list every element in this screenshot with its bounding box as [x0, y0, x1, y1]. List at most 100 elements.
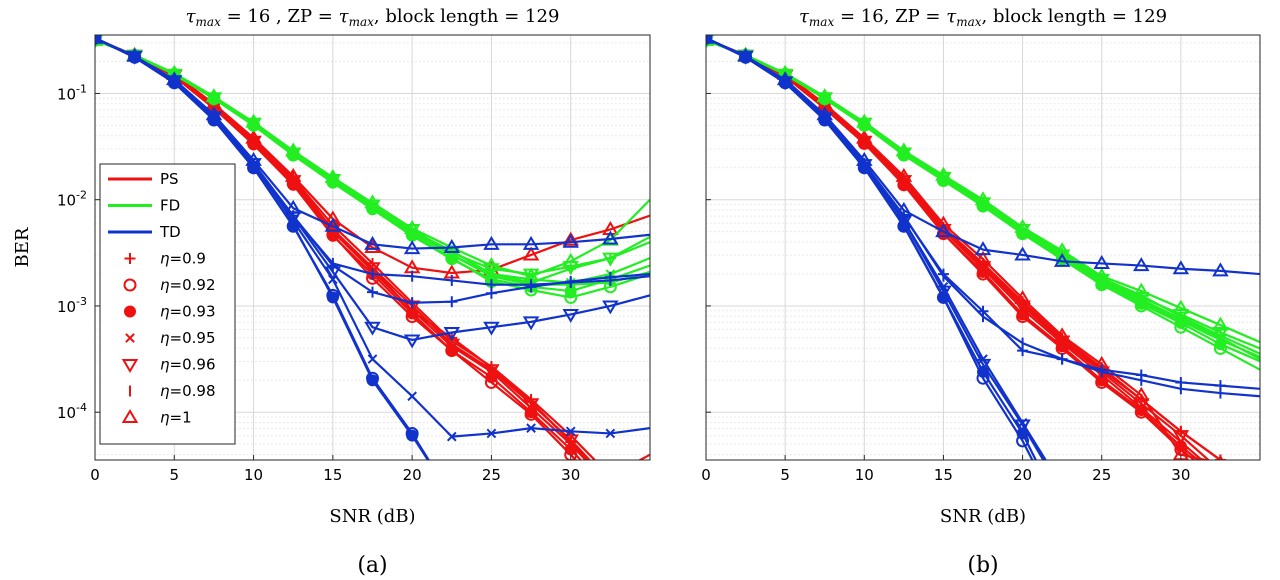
data-point-fd-1	[1172, 299, 1190, 314]
panel-label: (b)	[967, 553, 998, 578]
series-line-ps-1	[706, 38, 1211, 460]
data-point-td-1	[737, 47, 754, 62]
data-point-fd-1	[284, 142, 302, 157]
y-tick-label: 10-4	[57, 401, 87, 422]
data-point-ps-1	[522, 246, 540, 261]
data-point-td-0-95	[486, 428, 497, 439]
series-line-fd-1	[706, 39, 1260, 344]
data-point-td-0-96	[483, 321, 500, 336]
legend-marker-dot	[124, 305, 136, 318]
data-point-td-1	[205, 106, 223, 121]
data-point-td-0-96	[522, 316, 540, 331]
data-point-fd-1	[403, 219, 421, 234]
legend-label: FD	[160, 197, 180, 215]
x-tick-label: 0	[90, 466, 100, 484]
data-point-td-1	[1053, 252, 1071, 267]
data-point-td-1	[1133, 257, 1150, 272]
data-point-fd-1	[483, 257, 500, 272]
data-point-fd-1	[856, 113, 873, 128]
axes-frame	[94, 34, 651, 461]
data-point-td-1	[522, 235, 540, 250]
data-point-td-1	[364, 235, 381, 250]
data-point-ps-1	[1133, 386, 1150, 401]
legend: PS FD TD η=0.9 η=0.92 η=0.93 η=0.95 η=0.96 η=0.9…	[99, 163, 236, 445]
data-point-td-0-96	[602, 300, 619, 315]
data-point-td-0-93	[366, 374, 379, 387]
legend-label: η=0.93	[160, 303, 215, 321]
legend-label: η=0.96	[160, 356, 215, 374]
data-point-fd-0-96	[1212, 327, 1229, 341]
data-point-td-1	[602, 230, 619, 245]
legend-label: η=0.9	[160, 250, 206, 268]
series-line-fd-1	[95, 39, 650, 278]
data-point-td-1	[706, 35, 715, 44]
x-tick-label: 5	[780, 466, 790, 484]
x-tick-label: 25	[482, 466, 501, 484]
chart-title: τmax = 16 , ZP = τmax, block length = 12…	[186, 6, 560, 29]
legend-label: η=0.98	[160, 382, 215, 400]
data-point-td-1	[166, 71, 183, 86]
data-point-fd-0-96	[1133, 291, 1150, 306]
series-line-td-1	[706, 37, 1260, 276]
legend-label: TD	[159, 223, 181, 241]
data-point-ps-1	[245, 129, 262, 144]
series-line-td-1	[95, 37, 650, 250]
x-tick-label: 20	[1013, 466, 1032, 484]
data-point-td-1	[856, 151, 873, 166]
legend-label: PS	[160, 170, 179, 188]
data-point-td-1	[284, 199, 302, 214]
data-point-fd-1	[324, 168, 342, 183]
data-point-td-1	[443, 239, 461, 253]
x-tick-label: 5	[170, 466, 180, 484]
data-point-td-1	[1093, 254, 1110, 269]
legend-marker-plus	[124, 253, 136, 264]
data-point-td-1	[95, 35, 104, 44]
data-point-td-0-96	[974, 358, 992, 373]
x-tick-label: 15	[934, 466, 953, 484]
data-point-ps-1	[1053, 327, 1071, 342]
data-point-td-0-96	[935, 285, 952, 300]
series-line-ps-1	[95, 38, 650, 275]
data-point-td-0-93	[326, 291, 339, 304]
x-tick-label: 30	[561, 466, 580, 484]
data-point-fd-1	[974, 191, 992, 206]
series-group	[706, 35, 1260, 460]
data-point-td-0-9	[367, 286, 378, 298]
legend-marker-x	[125, 333, 135, 343]
plot-area	[706, 35, 1260, 460]
data-point-td-1	[245, 151, 262, 166]
chart-panel-b: 0 5 10 15 20 25 30 SNR (dB) τmax = 16, ZP = τmax…	[701, 6, 1261, 578]
data-point-td-0-96	[443, 327, 461, 341]
data-point-fd-1	[562, 252, 579, 267]
data-point-td-0-9	[406, 297, 418, 309]
data-point-fd-1	[1212, 316, 1229, 331]
data-point-ps-1	[1014, 290, 1031, 304]
panel-label: (a)	[357, 553, 387, 578]
data-point-ps-1	[856, 129, 873, 144]
data-point-fd-1	[816, 88, 833, 103]
data-point-td-1	[816, 106, 833, 121]
data-point-td-0-95	[605, 428, 616, 439]
data-point-ps-1	[974, 250, 992, 265]
x-tick-label: 25	[1092, 466, 1111, 484]
data-point-fd-1	[1093, 267, 1110, 282]
legend-marker-triangle-up	[121, 409, 139, 423]
data-point-td-1	[935, 223, 952, 238]
data-point-fd-1	[935, 166, 952, 181]
data-point-ps-1	[364, 239, 381, 253]
data-point-fd-1	[1133, 282, 1150, 297]
legend-marker-triangle-down	[121, 359, 139, 373]
x-axis-label: SNR (dB)	[329, 506, 415, 527]
data-point-ps-1	[324, 210, 342, 225]
data-point-td-1	[324, 217, 342, 232]
x-tick-label: 0	[701, 466, 711, 484]
data-point-td-0-95	[526, 423, 536, 433]
data-point-td-0-93	[406, 429, 419, 442]
data-point-td-1	[403, 240, 421, 255]
data-point-fd-1	[895, 142, 913, 157]
data-point-fd-1	[1014, 218, 1031, 233]
x-tick-label: 20	[403, 466, 422, 484]
data-point-td-1	[126, 47, 143, 62]
data-point-fd-0-96	[602, 252, 619, 267]
